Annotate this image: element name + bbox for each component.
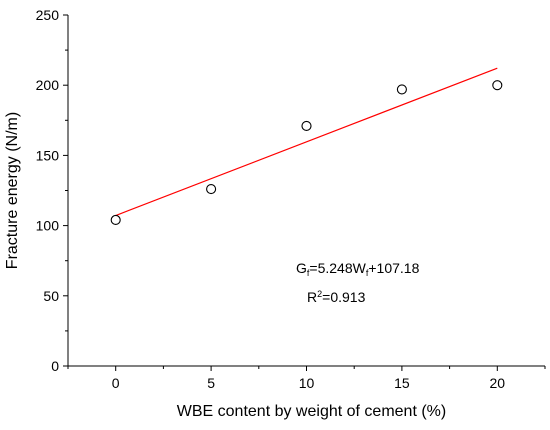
x-tick-label: 20 [490, 375, 506, 391]
x-axis-ticks: 0 5 10 15 20 [67, 366, 546, 391]
regression-equation: Gf=5.248Wf+107.18 [296, 260, 420, 278]
x-tick-label: 0 [112, 375, 120, 391]
data-point [396, 84, 407, 95]
equation-tail: +107.18 [368, 260, 419, 276]
data-point [301, 120, 312, 131]
equation-middle: =5.248W [309, 260, 366, 276]
x-tick-label: 10 [299, 375, 315, 391]
regression-line [115, 67, 498, 217]
y-tick-label: 200 [36, 77, 60, 93]
y-tick-label: 250 [36, 7, 60, 23]
r-squared-annotation: R2=0.913 [307, 289, 366, 305]
equation-main: G [296, 260, 307, 276]
data-point [492, 80, 503, 91]
data-point [206, 184, 217, 195]
y-tick-label: 0 [51, 358, 59, 374]
y-axis-ticks: 0 50 100 150 200 250 [36, 7, 68, 374]
y-tick-label: 100 [36, 218, 60, 234]
data-point [110, 214, 121, 226]
equation-middle-subscript: f [366, 268, 369, 278]
data-points [110, 80, 503, 226]
r-squared-main: R [307, 289, 317, 305]
r-squared-superscript: 2 [317, 289, 322, 299]
x-axis-title: WBE content by weight of cement (%) [177, 403, 446, 420]
plot-area: 0 50 100 150 200 250 0 5 10 15 20 [36, 7, 546, 391]
y-tick-label: 50 [43, 288, 59, 304]
x-tick-label: 15 [394, 375, 410, 391]
y-tick-label: 150 [36, 147, 60, 163]
equation-main-subscript: f [307, 268, 310, 278]
x-tick-label: 5 [207, 375, 215, 391]
r-squared-value: =0.913 [322, 289, 365, 305]
y-axis-title: Fracture energy (N/m) [4, 112, 21, 269]
